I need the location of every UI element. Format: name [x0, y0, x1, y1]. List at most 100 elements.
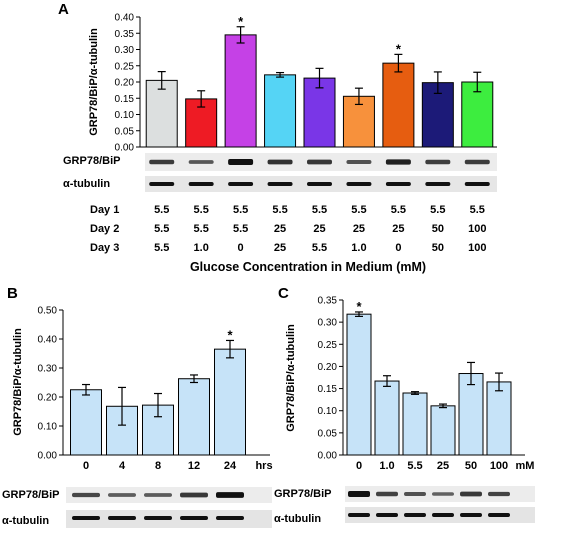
- panel-a-blot-band: [425, 182, 451, 186]
- panel-a-condition-value: 5.5: [233, 223, 248, 235]
- panel-a-blot-band: [307, 182, 332, 186]
- panel-c-bar: [486, 381, 512, 456]
- panel-a-bar: [342, 95, 375, 148]
- panel-a-blot-band: [267, 182, 293, 186]
- panel-c-category-label: 25: [437, 460, 449, 472]
- panel-a-condition-value: 5.5: [391, 204, 406, 216]
- panel-c-bar: [402, 392, 428, 456]
- panel-b-blot-band: [216, 492, 244, 498]
- panel-a-blot-band: [385, 182, 411, 186]
- panel-a-blot-band: [149, 159, 175, 165]
- panel-letter-a: A: [58, 1, 69, 18]
- panel-b-blot-band: [72, 492, 100, 498]
- panel-a-condition-value: 1.0: [194, 242, 209, 254]
- panel-b-category-label: 4: [119, 460, 126, 472]
- panel-b-blot-label-tubulin: α-tubulin: [2, 515, 49, 527]
- panel-c-blot-label-tubulin: α-tubulin: [274, 513, 321, 525]
- panel-c-plot: 0.00 0.05 0.10 0.15 0.20 0.25 0.30 0.35 * 0 1.0 5.5…: [318, 296, 512, 517]
- panel-a-blot-band: [307, 159, 332, 165]
- panel-a-condition-value: 5.5: [154, 223, 169, 235]
- panel-c-bar: [430, 405, 456, 456]
- panel-a-condition-value: 5.5: [194, 204, 209, 216]
- panel-a-ytick-label: 0.15: [115, 94, 135, 105]
- panel-b-blot-label-grp78: GRP78/BiP: [2, 489, 59, 501]
- panel-a-blot-band: [149, 182, 175, 186]
- panel-a-significance-star: *: [396, 41, 402, 56]
- panel-a-condition-value: 5.5: [430, 204, 445, 216]
- panel-a-condition-value: 25: [274, 223, 286, 235]
- panel-c-category-label: 100: [490, 460, 508, 472]
- panel-a-ytick-label: 0.00: [115, 143, 135, 154]
- panel-b-category-label: 0: [83, 460, 89, 472]
- panel-b-ytick-label: 0.10: [38, 422, 58, 433]
- panel-c-blot-band: [404, 492, 426, 496]
- panel-c-blot-band: [348, 491, 370, 497]
- panel-a-ylabel: GRP78/BiP/α-tubulin: [88, 28, 100, 136]
- panel-a-blot-band: [425, 159, 451, 165]
- panel-c-blot-band: [488, 513, 510, 517]
- panel-a-condition-value: 5.5: [312, 242, 327, 254]
- panel-a-xlabel: Glucose Concentration in Medium (mM): [190, 260, 426, 274]
- panel-c-ytick-label: 0.20: [318, 362, 338, 373]
- panel-a-condition-value: 0: [238, 242, 244, 254]
- panel-b-ytick-label: 0.40: [38, 335, 58, 346]
- panel-a-condition-value: 100: [468, 223, 486, 235]
- panel-a-blot-band: [385, 159, 411, 165]
- panel-a-blot-band: [188, 182, 214, 186]
- panel-b-blot-band: [180, 516, 208, 520]
- panel-letter-b: B: [7, 285, 18, 302]
- panel-c-blot-band: [404, 513, 426, 517]
- panel-a-ytick-label: 0.40: [115, 13, 135, 24]
- panel-a-condition-value: 5.5: [272, 204, 287, 216]
- panel-c-blot-band: [348, 513, 370, 517]
- panel-a-condition-value: 5.5: [351, 204, 366, 216]
- panel-a-blot-band: [346, 160, 372, 164]
- panel-b-unit-label: hrs: [255, 460, 272, 472]
- panel-c-ytick-label: 0.00: [318, 451, 338, 462]
- panel-a-blot-label-tubulin: α-tubulin: [63, 178, 110, 190]
- panel-a-condition-value: 25: [313, 223, 325, 235]
- panel-a-blot-band: [267, 159, 293, 165]
- panel-a-bar: [145, 79, 178, 148]
- panel-a-bar: [382, 62, 415, 148]
- panel-c-significance-star: *: [356, 299, 362, 314]
- panel-a-condition-value: 25: [274, 242, 286, 254]
- panel-b-bar: [214, 348, 246, 456]
- panel-b-blot-band: [144, 493, 172, 497]
- panel-c-category-label: 1.0: [379, 460, 394, 472]
- panel-b-blot-band: [108, 493, 136, 497]
- panel-b-blot-band: [216, 516, 244, 520]
- panel-a-ytick-label: 0.20: [115, 78, 135, 89]
- panel-c-category-label: 5.5: [407, 460, 422, 472]
- panel-c-blot-band: [432, 492, 454, 496]
- panel-c-blot-band: [376, 513, 398, 517]
- panel-c-ytick-label: 0.30: [318, 318, 338, 329]
- panel-a-blot-band: [464, 159, 490, 165]
- panel-a-blot-label-grp78: GRP78/BiP: [63, 155, 120, 167]
- panel-b-category-label: 24: [224, 460, 237, 472]
- panel-b-bar: [178, 378, 210, 456]
- panel-c-blot-band: [460, 513, 482, 517]
- panel-b-ylabel: GRP78/BiP/α-tubulin: [12, 328, 24, 436]
- panel-b-blot-band: [72, 516, 100, 520]
- panel-c-ylabel: GRP78/BiP/α-tubulin: [285, 324, 297, 432]
- panel-a-condition-value: 50: [432, 242, 444, 254]
- panel-c-blot-band: [460, 491, 482, 497]
- panel-c-category-label: 0: [356, 460, 362, 472]
- panel-a-blot-band: [464, 182, 490, 186]
- panel-a-condition-label-day3: Day 3: [90, 242, 119, 254]
- panel-a-ytick-label: 0.05: [115, 126, 135, 137]
- panel-a-bar: [461, 81, 494, 148]
- panel-letter-c: C: [278, 285, 289, 302]
- panel-a-ytick-label: 0.30: [115, 45, 135, 56]
- panel-a-ytick-label: 0.25: [115, 61, 135, 72]
- panel-c-ytick-label: 0.05: [318, 428, 338, 439]
- panel-a-condition-value: 5.5: [154, 242, 169, 254]
- panel-b-plot: 0.00 0.10 0.20 0.30 0.40 0.50 0 4 8 12 * 24: [38, 306, 246, 520]
- panel-b-blot-band: [180, 492, 208, 498]
- panel-a-bar: [224, 34, 257, 148]
- panel-c-blot-band: [376, 491, 398, 497]
- panel-b-significance-star: *: [227, 327, 233, 342]
- panel-c-blot-band: [432, 513, 454, 517]
- panel-c-bar: [458, 373, 484, 456]
